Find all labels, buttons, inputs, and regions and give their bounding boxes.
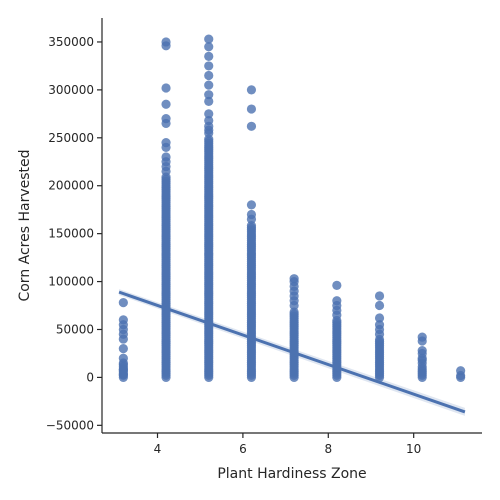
data-point xyxy=(161,37,171,47)
data-point xyxy=(118,353,128,363)
regression-fit xyxy=(118,289,466,416)
data-point xyxy=(246,104,257,114)
data-point xyxy=(417,345,427,356)
data-point xyxy=(289,274,299,284)
data-point xyxy=(204,34,214,44)
data-point xyxy=(204,61,214,71)
data-point xyxy=(118,298,128,308)
data-point xyxy=(204,90,214,100)
data-point xyxy=(246,221,257,231)
data-point xyxy=(161,152,171,162)
data-point xyxy=(204,42,214,52)
data-point xyxy=(161,99,171,109)
data-point xyxy=(374,300,385,311)
data-point xyxy=(332,296,342,306)
y-tick-label: 300000 xyxy=(48,83,94,97)
data-point xyxy=(204,70,214,81)
x-axis-title: Plant Hardiness Zone xyxy=(217,466,366,482)
data-point xyxy=(118,315,128,325)
data-point xyxy=(246,209,257,220)
data-point xyxy=(374,313,385,323)
data-point xyxy=(118,365,128,375)
data-point xyxy=(204,109,214,119)
data-point xyxy=(204,51,214,61)
y-tick-label: 200000 xyxy=(48,179,94,193)
y-tick-label: 150000 xyxy=(48,227,94,241)
y-tick-label: −50000 xyxy=(46,418,94,432)
data-point xyxy=(456,366,466,376)
data-point xyxy=(204,96,214,106)
y-axis-title: Corn Acres Harvested xyxy=(17,149,33,301)
x-tick-label: 4 xyxy=(154,442,162,456)
data-point xyxy=(246,200,257,210)
data-point xyxy=(374,320,385,330)
data-point xyxy=(161,138,171,148)
x-tick-label: 8 xyxy=(324,442,332,456)
data-point xyxy=(289,307,299,317)
data-point xyxy=(204,115,214,126)
data-point xyxy=(374,291,385,301)
y-tick-label: 0 xyxy=(86,370,94,384)
regression-line xyxy=(118,290,466,414)
x-tick-label: 6 xyxy=(239,442,247,456)
data-point xyxy=(118,344,128,354)
data-point xyxy=(246,121,257,131)
y-tick-label: 100000 xyxy=(48,275,94,289)
x-tick-label: 10 xyxy=(406,442,421,456)
data-point xyxy=(161,114,171,124)
data-point xyxy=(246,85,257,95)
y-tick-label: 350000 xyxy=(48,35,94,49)
data-point xyxy=(204,80,214,90)
data-points xyxy=(118,34,466,383)
data-point xyxy=(417,332,427,342)
y-tick-label: 250000 xyxy=(48,131,94,145)
data-point xyxy=(332,280,342,290)
y-tick-label: 50000 xyxy=(56,322,94,336)
data-point xyxy=(161,83,171,93)
axes: −50000 0 50000 100000 150000 200000 250000 3000… xyxy=(46,18,482,456)
